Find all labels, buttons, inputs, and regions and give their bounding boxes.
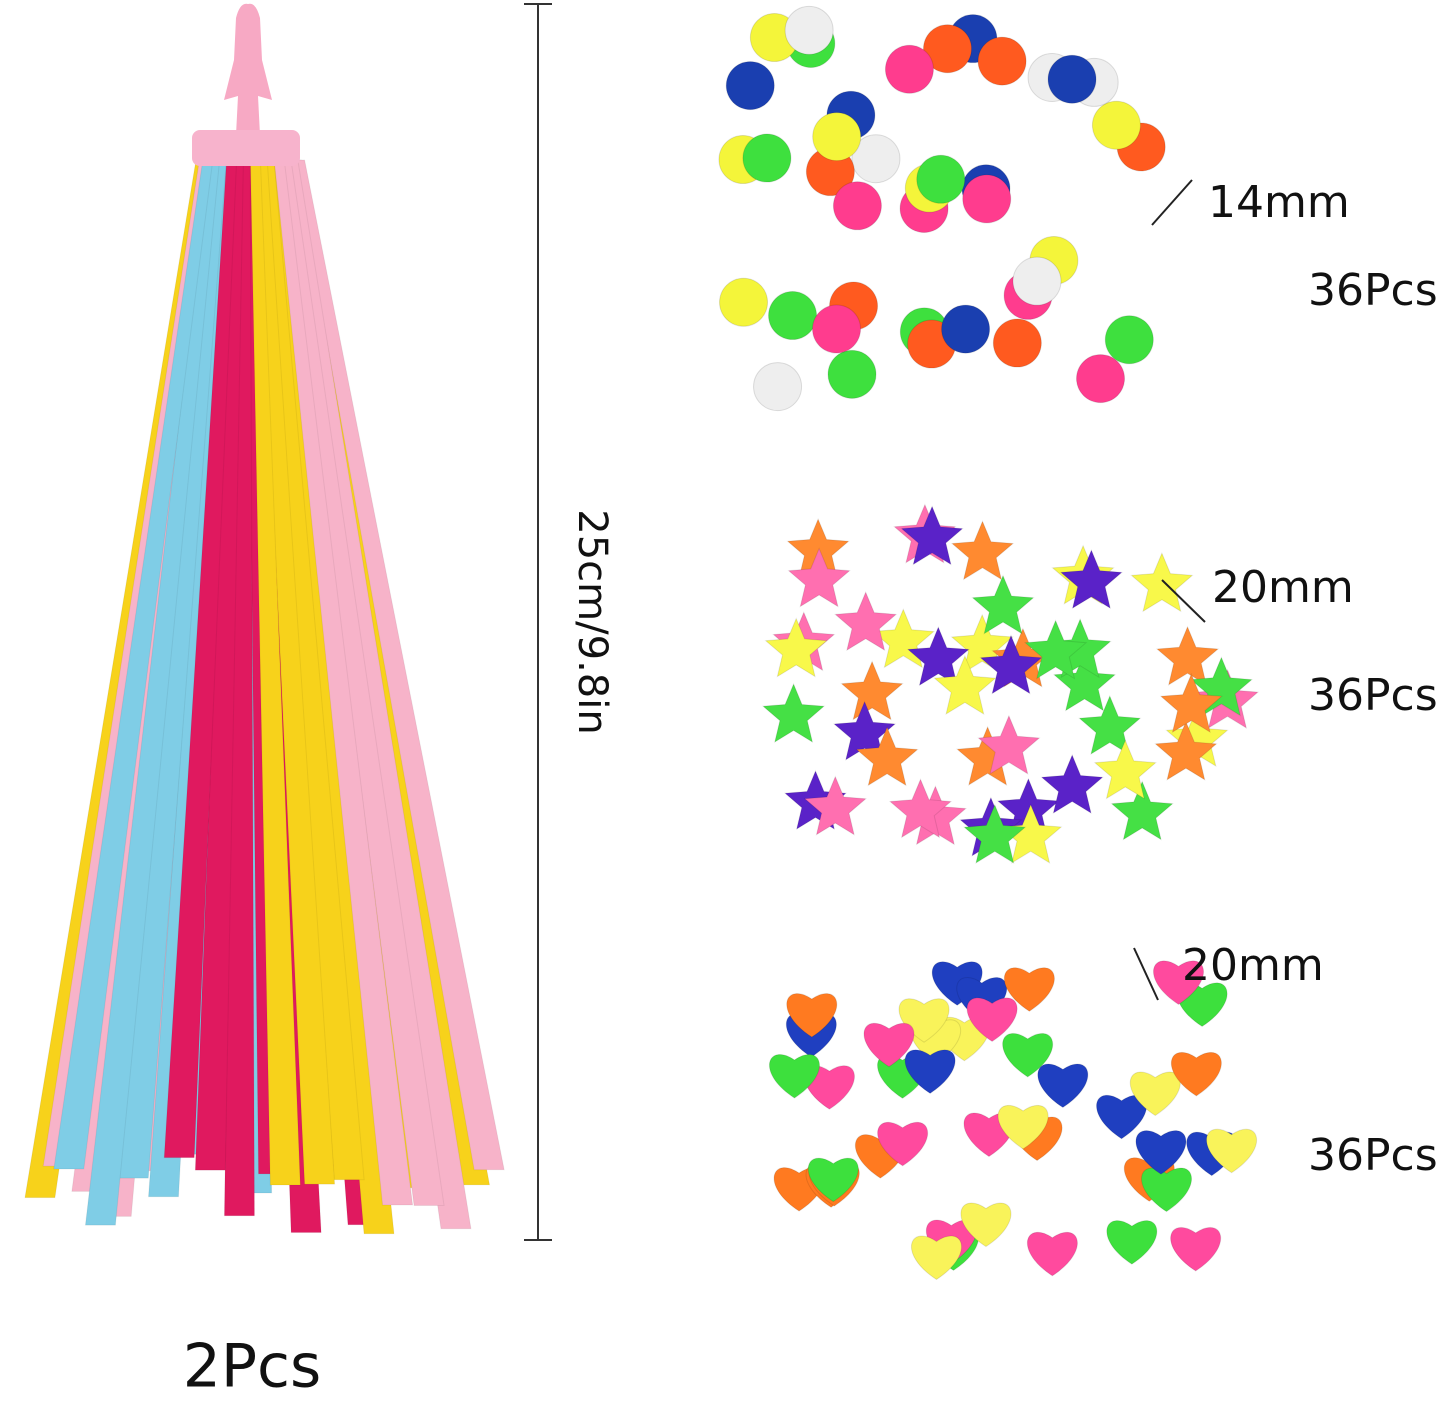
heart-bead xyxy=(1037,1063,1089,1109)
star-bead xyxy=(1093,739,1157,800)
heart-bead xyxy=(1170,1227,1222,1272)
tassel-cap xyxy=(192,3,300,166)
star-bead xyxy=(834,591,898,652)
ball-bead xyxy=(812,112,862,162)
height-label: 25cm/9.8in xyxy=(569,509,615,734)
ball-bead xyxy=(851,134,901,184)
ball-bead xyxy=(1012,256,1062,306)
ball-bead xyxy=(784,5,834,55)
heart-bead xyxy=(910,1235,962,1281)
tassel-quantity: 2Pcs xyxy=(183,1332,322,1402)
cap-ring xyxy=(192,130,300,166)
heart-bead xyxy=(966,997,1018,1043)
star-bead xyxy=(977,714,1041,775)
ball-bead xyxy=(977,36,1027,86)
heart-bead xyxy=(1141,1167,1193,1213)
star-bead xyxy=(855,726,919,787)
star-bead xyxy=(906,625,971,687)
ball-bead xyxy=(941,304,991,354)
ball-bead xyxy=(719,277,769,327)
star-bead xyxy=(761,682,826,744)
star-bead xyxy=(1078,694,1142,756)
heart-bead xyxy=(786,993,838,1038)
heart-bead xyxy=(1106,1220,1158,1265)
quantity-label: 36Pcs xyxy=(1308,670,1438,721)
heart-bead xyxy=(768,1054,820,1099)
size-marker xyxy=(1133,947,1159,1001)
size-label: 14mm xyxy=(1208,177,1350,228)
ribbon xyxy=(294,159,505,1171)
ball-bead xyxy=(827,349,877,399)
star-bead xyxy=(1040,753,1104,815)
ball-bead xyxy=(1047,54,1097,104)
star-bead xyxy=(1023,619,1088,680)
ball-bead xyxy=(916,154,966,204)
heart-bead xyxy=(997,1105,1049,1150)
size-marker xyxy=(1161,579,1206,623)
star-bead xyxy=(803,775,868,836)
star-bead xyxy=(963,803,1027,864)
star-bead xyxy=(950,520,1015,581)
star-bead xyxy=(764,617,828,678)
heart-bead xyxy=(807,1157,859,1203)
ball-bead xyxy=(922,24,972,74)
star-bead xyxy=(900,505,964,566)
star-bead xyxy=(1155,625,1220,686)
heart-bead xyxy=(1152,960,1205,1005)
ball-bead xyxy=(962,174,1012,224)
size-label: 20mm xyxy=(1212,562,1354,613)
heart-bead xyxy=(1096,1094,1148,1140)
heart-bead xyxy=(1003,967,1055,1012)
cap-hook xyxy=(224,3,272,136)
star-bead xyxy=(840,660,904,721)
star-bead xyxy=(787,547,851,608)
heart-bead xyxy=(863,1022,915,1068)
heart-bead xyxy=(1026,1231,1078,1277)
star-bead xyxy=(1059,548,1124,610)
ball-bead xyxy=(992,318,1042,368)
ball-bead xyxy=(1091,100,1141,150)
ball-bead xyxy=(1104,315,1154,365)
star-bead xyxy=(933,654,997,716)
quantity-label: 36Pcs xyxy=(1308,265,1438,316)
star-bead xyxy=(1154,720,1218,781)
ball-bead xyxy=(884,44,934,94)
star-bead xyxy=(1159,672,1223,734)
tassel-ribbons xyxy=(24,159,505,1235)
quantity-label: 36Pcs xyxy=(1308,1130,1438,1181)
ball-bead xyxy=(753,362,803,412)
heart-bead xyxy=(960,1202,1012,1248)
size-marker xyxy=(1151,179,1193,226)
ball-bead xyxy=(812,304,862,354)
dimension-line xyxy=(524,3,552,1241)
heart-bead xyxy=(1135,1130,1187,1175)
size-label: 20mm xyxy=(1182,940,1324,991)
beads xyxy=(718,5,1260,1281)
ball-bead xyxy=(742,133,792,183)
heart-bead xyxy=(1002,1033,1054,1078)
star-bead xyxy=(971,574,1035,635)
star-bead xyxy=(1052,651,1117,712)
star-bead xyxy=(888,778,953,839)
heart-bead xyxy=(904,1049,956,1094)
ball-bead xyxy=(768,291,818,341)
heart-bead xyxy=(1206,1128,1258,1174)
heart-bead xyxy=(877,1121,929,1167)
star-bead xyxy=(1130,552,1194,613)
heart-bead xyxy=(1170,1052,1222,1097)
ball-bead xyxy=(1076,354,1126,404)
heart-bead xyxy=(1129,1071,1181,1117)
star-bead xyxy=(1110,780,1174,841)
ball-bead xyxy=(725,61,775,111)
ball-bead xyxy=(832,181,882,231)
star-bead xyxy=(979,634,1043,695)
